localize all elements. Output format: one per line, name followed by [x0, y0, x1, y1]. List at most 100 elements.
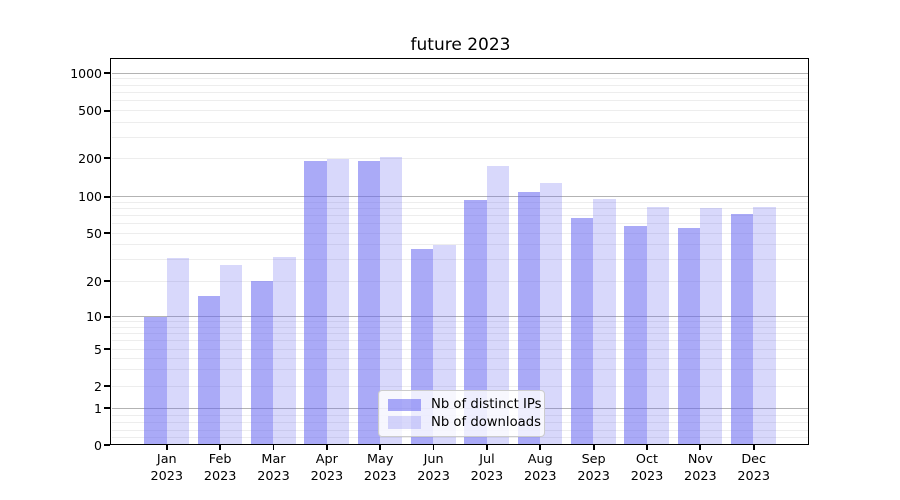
x-axis-tick-label: Oct 2023	[630, 452, 664, 484]
minor-gridline	[112, 259, 809, 261]
minor-gridline	[112, 369, 809, 371]
x-axis-tick	[165, 445, 168, 450]
x-axis-tick-label: Jul 2023	[470, 452, 504, 484]
x-axis-tick	[699, 445, 702, 450]
y-axis-tick	[104, 72, 110, 75]
bar-downloads-mar	[273, 256, 296, 445]
bar-downloads-oct	[646, 207, 670, 445]
y-axis-tick	[104, 195, 110, 198]
bar-distinct-ips-sep	[571, 217, 594, 445]
y-axis-tick	[104, 407, 110, 410]
bar-distinct-ips-oct	[624, 226, 647, 445]
legend: Nb of distinct IPs Nb of downloads	[378, 390, 545, 437]
bar-distinct-ips-feb	[197, 295, 220, 445]
y-axis-tick-label: 100	[78, 189, 102, 205]
minor-gridline	[112, 92, 809, 94]
minor-gridline	[112, 157, 809, 159]
y-axis-tick	[104, 109, 110, 112]
y-axis-tick	[104, 444, 110, 446]
y-axis-tick-label: 20	[86, 273, 102, 289]
legend-label-downloads: Nb of downloads	[431, 414, 541, 430]
y-axis-tick-label: 500	[78, 103, 102, 119]
x-axis-tick	[646, 445, 648, 450]
y-axis-tick	[104, 385, 110, 387]
legend-item-downloads: Nb of downloads	[388, 415, 541, 430]
minor-gridline	[112, 207, 809, 209]
minor-gridline	[112, 244, 809, 246]
minor-gridline	[112, 136, 809, 138]
x-axis-tick	[325, 445, 328, 450]
y-axis-tick-label: 50	[86, 225, 102, 241]
x-axis-tick-label: Apr 2023	[310, 452, 344, 484]
x-axis-tick	[486, 445, 488, 450]
x-axis-tick-label: Jan 2023	[150, 452, 184, 484]
minor-gridline	[112, 357, 809, 359]
bar-distinct-ips-may	[357, 161, 380, 445]
x-axis-tick	[379, 445, 382, 450]
major-gridline	[112, 196, 809, 198]
y-axis-tick-label: 0	[94, 437, 102, 453]
bar-downloads-may	[379, 156, 403, 445]
x-axis-tick-label: Jun 2023	[417, 452, 450, 484]
minor-gridline	[112, 84, 809, 86]
minor-gridline	[112, 110, 809, 112]
x-axis-tick-label: Nov 2023	[684, 452, 717, 484]
y-axis-tick-label: 10	[86, 309, 102, 325]
minor-gridline	[112, 385, 809, 387]
y-axis-tick-label: 2	[94, 378, 102, 394]
minor-gridline	[112, 340, 809, 341]
y-axis-tick	[104, 232, 110, 235]
minor-gridline	[112, 201, 809, 203]
minor-gridline	[112, 215, 809, 217]
bar-downloads-dec	[753, 207, 776, 445]
minor-gridline	[112, 78, 809, 80]
bar-distinct-ips-jan	[144, 316, 167, 445]
minor-gridline	[112, 348, 809, 350]
bar-downloads-jul	[486, 165, 509, 445]
minor-gridline	[112, 232, 809, 234]
bar-downloads-jan	[166, 258, 189, 445]
bar-downloads-aug	[540, 183, 563, 445]
minor-gridline	[112, 437, 809, 439]
legend-swatch-downloads	[388, 416, 421, 429]
bar-downloads-feb	[219, 265, 243, 445]
x-axis-tick-label: Dec 2023	[737, 452, 770, 484]
legend-swatch-distinct-ips	[388, 398, 421, 411]
x-axis-tick	[219, 445, 222, 450]
bar-downloads-nov	[700, 207, 723, 445]
minor-gridline	[112, 332, 809, 334]
legend-label-distinct-ips: Nb of distinct IPs	[431, 397, 542, 413]
bar-downloads-apr	[326, 159, 349, 445]
bar-distinct-ips-jul	[464, 199, 487, 445]
minor-gridline	[112, 223, 809, 225]
plot-area: 0 1 2 5 10 20 50 100 200 500 1000 Jan 2023 Feb 2023 M…	[70, 60, 809, 484]
bar-distinct-ips-nov	[677, 228, 701, 445]
bar-distinct-ips-aug	[517, 192, 541, 445]
minor-gridline	[112, 326, 809, 328]
legend-item-distinct-ips: Nb of distinct IPs	[388, 397, 542, 412]
x-axis-tick	[272, 445, 275, 450]
y-axis-tick	[104, 280, 110, 282]
minor-gridline	[112, 100, 809, 102]
x-axis-tick-label: Aug 2023	[523, 452, 557, 484]
y-axis-tick-label: 1000	[70, 65, 102, 81]
y-axis-tick-label: 1	[94, 400, 102, 416]
x-axis-tick	[539, 445, 542, 450]
x-axis-tick	[592, 445, 595, 450]
bar-distinct-ips-dec	[731, 214, 754, 445]
x-axis-tick-label: Feb 2023	[203, 452, 237, 484]
major-gridline	[112, 316, 809, 318]
bar-downloads-sep	[593, 198, 616, 445]
x-axis-tick	[752, 445, 755, 450]
bar-distinct-ips-apr	[304, 161, 327, 445]
x-axis-tick-label: Mar 2023	[257, 452, 290, 484]
bar-distinct-ips-mar	[250, 281, 274, 445]
y-axis-tick	[104, 157, 110, 160]
y-axis-tick-label: 5	[94, 341, 102, 357]
minor-gridline	[112, 321, 809, 323]
x-axis-tick-label: May 2023	[363, 452, 397, 484]
chart-title: future 2023	[410, 35, 511, 55]
minor-gridline	[112, 121, 809, 123]
y-axis-tick	[104, 348, 110, 350]
